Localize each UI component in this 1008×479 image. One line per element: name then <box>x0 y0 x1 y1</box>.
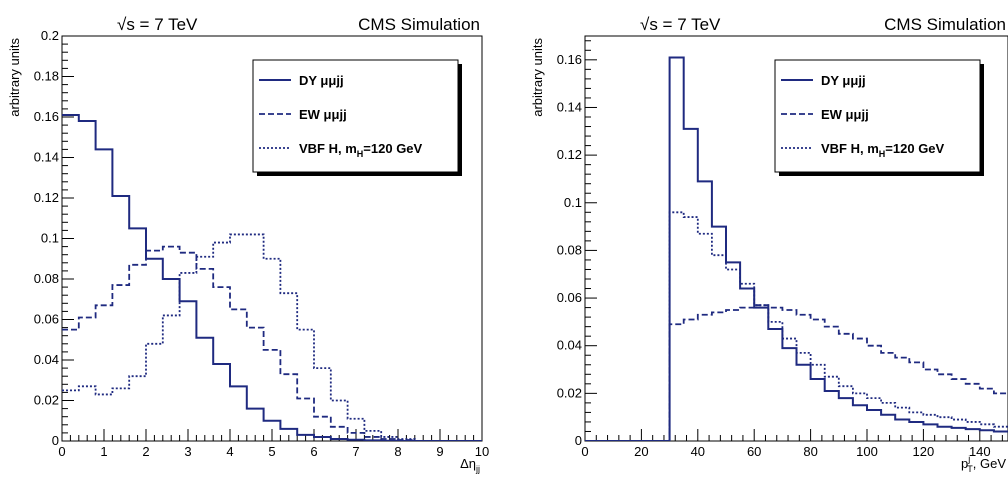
y-tick-label: 0.08 <box>557 242 582 257</box>
series-0-histogram <box>585 56 1008 441</box>
legend: DY μμjj EW μμjj VBF H, mH=120 GeV <box>774 59 984 176</box>
x-tick-label: 100 <box>856 444 878 459</box>
x-tick-label: 8 <box>394 444 401 459</box>
energy-label: √s = 7 TeV <box>640 15 721 34</box>
y-tick-label: 0.16 <box>557 52 582 67</box>
y-tick-label: 0.14 <box>557 99 582 114</box>
x-tick-label: 7 <box>352 444 359 459</box>
x-tick-label: 0 <box>58 444 65 459</box>
y-tick-label: 0.06 <box>34 312 59 327</box>
energy-label: √s = 7 TeV <box>117 15 198 34</box>
y-tick-label: 0.18 <box>34 69 59 84</box>
y-tick-label: 0.14 <box>34 150 59 165</box>
x-tick-label: 3 <box>184 444 191 459</box>
y-tick-label: 0.08 <box>34 271 59 286</box>
y-tick-label: 0.1 <box>41 231 59 246</box>
x-tick-label: 40 <box>691 444 705 459</box>
legend: DY μμjj EW μμjj VBF H, mH=120 GeV <box>252 59 462 176</box>
y-tick-label: 0.1 <box>564 195 582 210</box>
series-1-histogram <box>62 245 482 441</box>
y-axis-label: arbitrary units <box>7 38 22 117</box>
y-tick-label: 0.2 <box>41 28 59 43</box>
x-tick-label: 2 <box>142 444 149 459</box>
legend-entry: VBF H, mH=120 GeV <box>299 141 423 159</box>
y-tick-label: 0.16 <box>34 109 59 124</box>
y-tick-label: 0.02 <box>34 393 59 408</box>
x-tick-label: 4 <box>226 444 233 459</box>
y-tick-label: 0.12 <box>557 147 582 162</box>
x-axis-label: pj T, GeV <box>961 454 1006 474</box>
legend-entry: EW μμjj <box>299 107 347 122</box>
x-tick-label: 80 <box>803 444 817 459</box>
x-tick-label: 140 <box>969 444 991 459</box>
cms-simulation-label: CMS Simulation <box>358 15 480 34</box>
y-tick-label: 0.04 <box>557 338 582 353</box>
x-tick-label: 10 <box>475 444 489 459</box>
x-tick-label: 120 <box>913 444 935 459</box>
chart-jet-pt: 0 20 40 60 80 100 120 140 0 0.02 0.04 0.06 0.08 0.1 0.… <box>530 15 1008 474</box>
legend-entry: DY μμjj <box>821 73 866 88</box>
y-tick-label: 0.12 <box>34 190 59 205</box>
x-tick-label: 60 <box>747 444 761 459</box>
series-2-histogram <box>585 211 1008 441</box>
y-axis-label: arbitrary units <box>530 38 545 117</box>
cms-simulation-label: CMS Simulation <box>884 15 1006 34</box>
series-0-histogram <box>62 113 482 441</box>
x-tick-label: 9 <box>436 444 443 459</box>
y-tick-label: 0.02 <box>557 385 582 400</box>
x-tick-label: 5 <box>268 444 275 459</box>
legend-entry: EW μμjj <box>821 107 869 122</box>
y-tick-label: 0 <box>52 433 59 448</box>
y-tick-label: 0 <box>575 433 582 448</box>
y-tick-label: 0.04 <box>34 352 59 367</box>
x-tick-label: 1 <box>100 444 107 459</box>
y-tick-label: 0.06 <box>557 290 582 305</box>
x-tick-label: 6 <box>310 444 317 459</box>
legend-entry: VBF H, mH=120 GeV <box>821 141 945 159</box>
plot-frame <box>584 35 1008 442</box>
x-tick-label: 0 <box>581 444 588 459</box>
x-axis-label: Δηjj <box>460 456 480 474</box>
series-2-histogram <box>62 233 482 441</box>
series-1-histogram <box>585 304 1008 441</box>
legend-entry: DY μμjj <box>299 73 344 88</box>
chart-delta-eta: 0 1 2 3 4 5 6 7 8 9 10 0 0.02 0.04 0.06 0.08 0.1 0.12 0.14… <box>7 15 489 474</box>
x-tick-label: 20 <box>634 444 648 459</box>
